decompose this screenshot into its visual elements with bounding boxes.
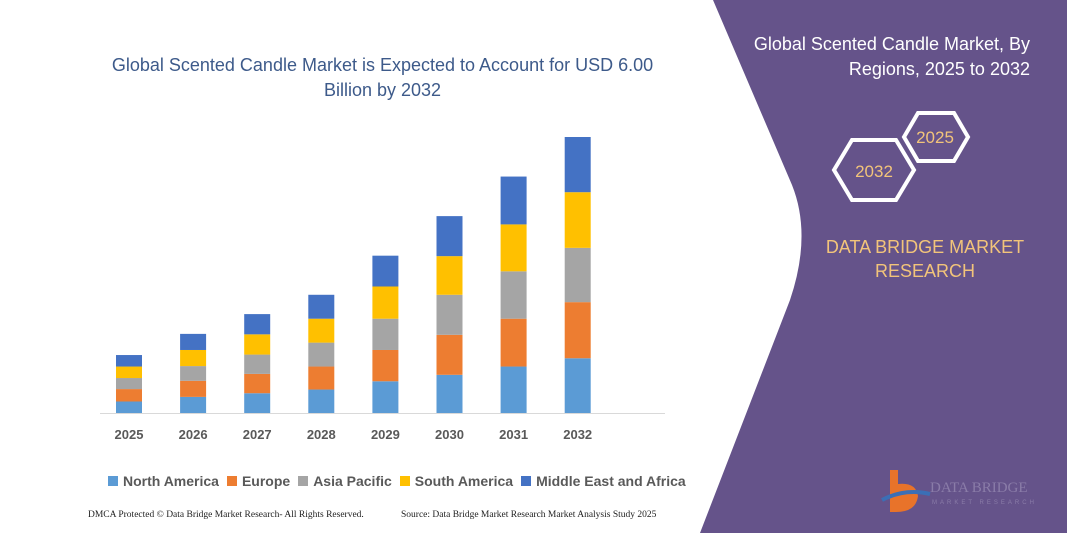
legend-swatch [108, 476, 118, 486]
bar-segment-2031-europe [500, 318, 527, 367]
bar-segment-2030-middle-east-and-africa [436, 216, 463, 257]
bar-segment-2030-europe [436, 334, 463, 375]
bar-segment-2029-europe [372, 349, 399, 382]
legend-item-south-america: South America [399, 473, 514, 489]
logo-swoosh-icon [881, 490, 931, 502]
stacked-bar-chart: 2025 2026 2027 2028 2029 2030 2031 2032 [100, 137, 665, 442]
hex-2025-label: 2025 [916, 128, 954, 147]
bar-segment-2028-middle-east-and-africa [308, 294, 335, 319]
source-note: Source: Data Bridge Market Research Mark… [401, 510, 657, 520]
legend-label: North America [123, 473, 219, 489]
legend-label: Europe [241, 473, 291, 489]
bar-segment-2031-south-america [500, 224, 527, 272]
bar-segment-2025-asia-pacific [116, 378, 142, 390]
bar-segment-2025-north-america [116, 401, 142, 413]
bar-segment-2026-europe [180, 380, 207, 397]
bar-segment-2026-north-america [180, 396, 207, 413]
bar-segment-2028-north-america [308, 389, 335, 413]
hexagon-2025 [901, 111, 971, 163]
bar-segment-2028-south-america [308, 318, 335, 343]
bar-segment-2028-europe [308, 366, 335, 390]
legend-label: Middle East and Africa [536, 473, 686, 489]
bar-segment-2027-north-america [244, 393, 271, 413]
logo: DATA BRIDGE MARKET RESEARCH [881, 470, 1037, 512]
hexagon-2032 [831, 138, 917, 202]
bar-segment-2029-asia-pacific [372, 318, 399, 350]
dmca-notice: DMCA Protected © Data Bridge Market Rese… [88, 510, 364, 520]
legend-label: South America [414, 473, 514, 489]
legend-swatch [399, 476, 410, 486]
legend-swatch [521, 476, 532, 486]
bar-segment-2032-south-america [564, 192, 591, 248]
bar-segment-2029-middle-east-and-africa [372, 255, 399, 287]
side-title: Global Scented Candle Market, By Regions… [753, 34, 1030, 79]
bar-segment-2029-south-america [372, 286, 399, 319]
chart-title: Global Scented Candle Market is Expected… [111, 55, 654, 100]
bar-segment-2032-middle-east-and-africa [564, 137, 591, 193]
bar-segment-2032-asia-pacific [564, 247, 591, 303]
bar-segment-2031-asia-pacific [500, 271, 527, 319]
bar-segment-2028-asia-pacific [308, 342, 335, 367]
bar-segment-2030-asia-pacific [436, 294, 463, 335]
bar-segment-2026-asia-pacific [180, 366, 207, 381]
hex-2032-label: 2032 [855, 162, 893, 181]
legend-item-mea: Middle East and Africa [521, 473, 686, 489]
logo-text: DATA BRIDGE [930, 480, 1028, 496]
bar-segment-2030-south-america [436, 256, 463, 295]
x-tick-label: 2030 [435, 427, 464, 442]
legend-swatch [226, 476, 237, 486]
brand-text: DATA BRIDGE MARKET RESEARCH [825, 237, 1025, 281]
bar-segment-2029-north-america [372, 381, 399, 413]
x-tick-label: 2028 [307, 427, 336, 442]
bar-segment-2031-middle-east-and-africa [500, 176, 527, 225]
bar-segment-2027-europe [244, 373, 271, 394]
legend-item-asia-pacific: Asia Pacific [298, 473, 392, 489]
legend-item-europe: Europe [226, 473, 291, 489]
x-tick-label: 2026 [179, 427, 208, 442]
bar-segment-2026-middle-east-and-africa [180, 333, 207, 350]
x-tick-label: 2032 [563, 427, 592, 442]
x-tick-label: 2027 [243, 427, 272, 442]
logo-subtext: MARKET RESEARCH [932, 500, 1037, 506]
bar-segment-2025-south-america [116, 366, 142, 379]
bar-segment-2025-europe [116, 389, 142, 402]
legend-swatch [298, 476, 309, 486]
x-tick-label: 2031 [499, 427, 528, 442]
bar-segment-2032-europe [564, 302, 591, 359]
purple-panel [700, 0, 1067, 533]
bar-segment-2027-middle-east-and-africa [244, 314, 271, 335]
x-tick-label: 2029 [371, 427, 400, 442]
bar-segment-2030-north-america [436, 374, 463, 413]
legend-item-north-america: North America [108, 473, 219, 489]
legend-label: Asia Pacific [313, 473, 392, 489]
x-tick-label: 2025 [115, 427, 144, 442]
bar-segment-2026-south-america [180, 349, 207, 367]
legend: North America Europe Asia Pacific South … [108, 473, 686, 489]
bar-segment-2031-north-america [500, 366, 527, 413]
bar-segment-2025-middle-east-and-africa [116, 355, 142, 367]
bar-segment-2032-north-america [564, 358, 591, 413]
bar-segment-2027-asia-pacific [244, 354, 271, 374]
bar-segment-2027-south-america [244, 334, 271, 355]
